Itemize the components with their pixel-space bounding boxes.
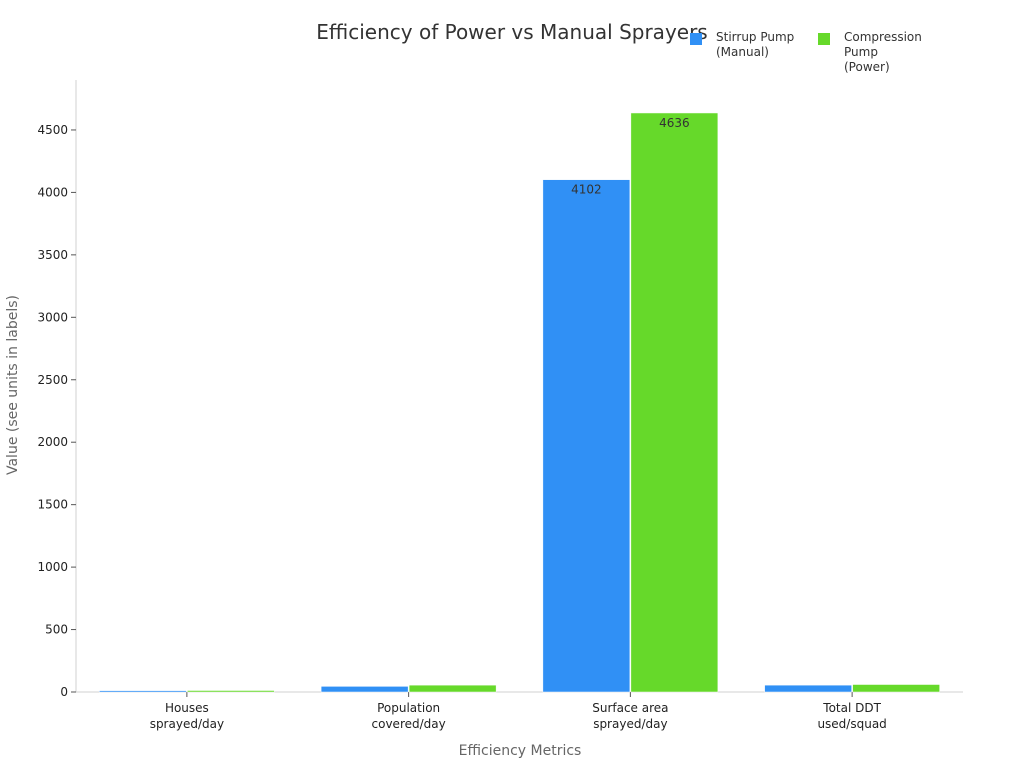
chart-title: Efficiency of Power vs Manual Sprayers: [316, 20, 708, 44]
chart-legend: Stirrup Pump (Manual) Compression Pump (…: [690, 30, 948, 75]
y-tick-label: 1000: [37, 560, 68, 574]
y-tick-label: 1500: [37, 498, 68, 512]
y-tick-label: 3500: [37, 248, 68, 262]
x-tick-label: Surface area sprayed/day: [592, 701, 668, 731]
legend-swatch-compression-pump: [818, 33, 830, 45]
legend-label-compression-pump: Compression Pump (Power): [844, 30, 922, 74]
x-axis-title: Efficiency Metrics: [459, 743, 582, 759]
chart-bars: [99, 112, 940, 693]
x-tick-label: Population covered/day: [372, 701, 446, 731]
y-tick-label: 4000: [37, 185, 68, 199]
bar-value-label: 4102: [571, 183, 602, 197]
bar-value-label: 4636: [659, 116, 690, 130]
y-tick-label: 3000: [37, 310, 68, 324]
legend-swatch-stirrup-pump: [690, 33, 702, 45]
bar-compression-pump[interactable]: [630, 112, 719, 693]
x-tick-label: Total DDT used/squad: [817, 701, 886, 731]
chart-axes: 0 500 1000 1500 2000 2500 3000 3500 4000 4500 Hous…: [37, 80, 963, 731]
y-tick-label: 0: [60, 685, 68, 699]
bar-stirrup-pump[interactable]: [320, 686, 409, 693]
legend-item-compression-pump[interactable]: Compression Pump (Power): [818, 30, 948, 75]
bar-compression-pump[interactable]: [187, 690, 275, 693]
bar-compression-pump[interactable]: [852, 684, 940, 693]
legend-item-stirrup-pump[interactable]: Stirrup Pump (Manual): [690, 30, 798, 75]
y-axis-title: Value (see units in labels): [5, 295, 21, 475]
bar-stirrup-pump[interactable]: [99, 690, 187, 693]
x-tick-label: Houses sprayed/day: [150, 701, 224, 731]
y-tick-label: 2000: [37, 435, 68, 449]
legend-label-stirrup-pump: Stirrup Pump (Manual): [716, 30, 795, 59]
y-tick-label: 4500: [37, 123, 68, 137]
bar-stirrup-pump[interactable]: [542, 179, 631, 693]
bar-stirrup-pump[interactable]: [764, 684, 852, 693]
bar-compression-pump[interactable]: [408, 684, 497, 693]
y-tick-label: 500: [45, 623, 68, 637]
chart-bar-labels: 4102 4636: [571, 116, 690, 197]
y-tick-label: 2500: [37, 373, 68, 387]
